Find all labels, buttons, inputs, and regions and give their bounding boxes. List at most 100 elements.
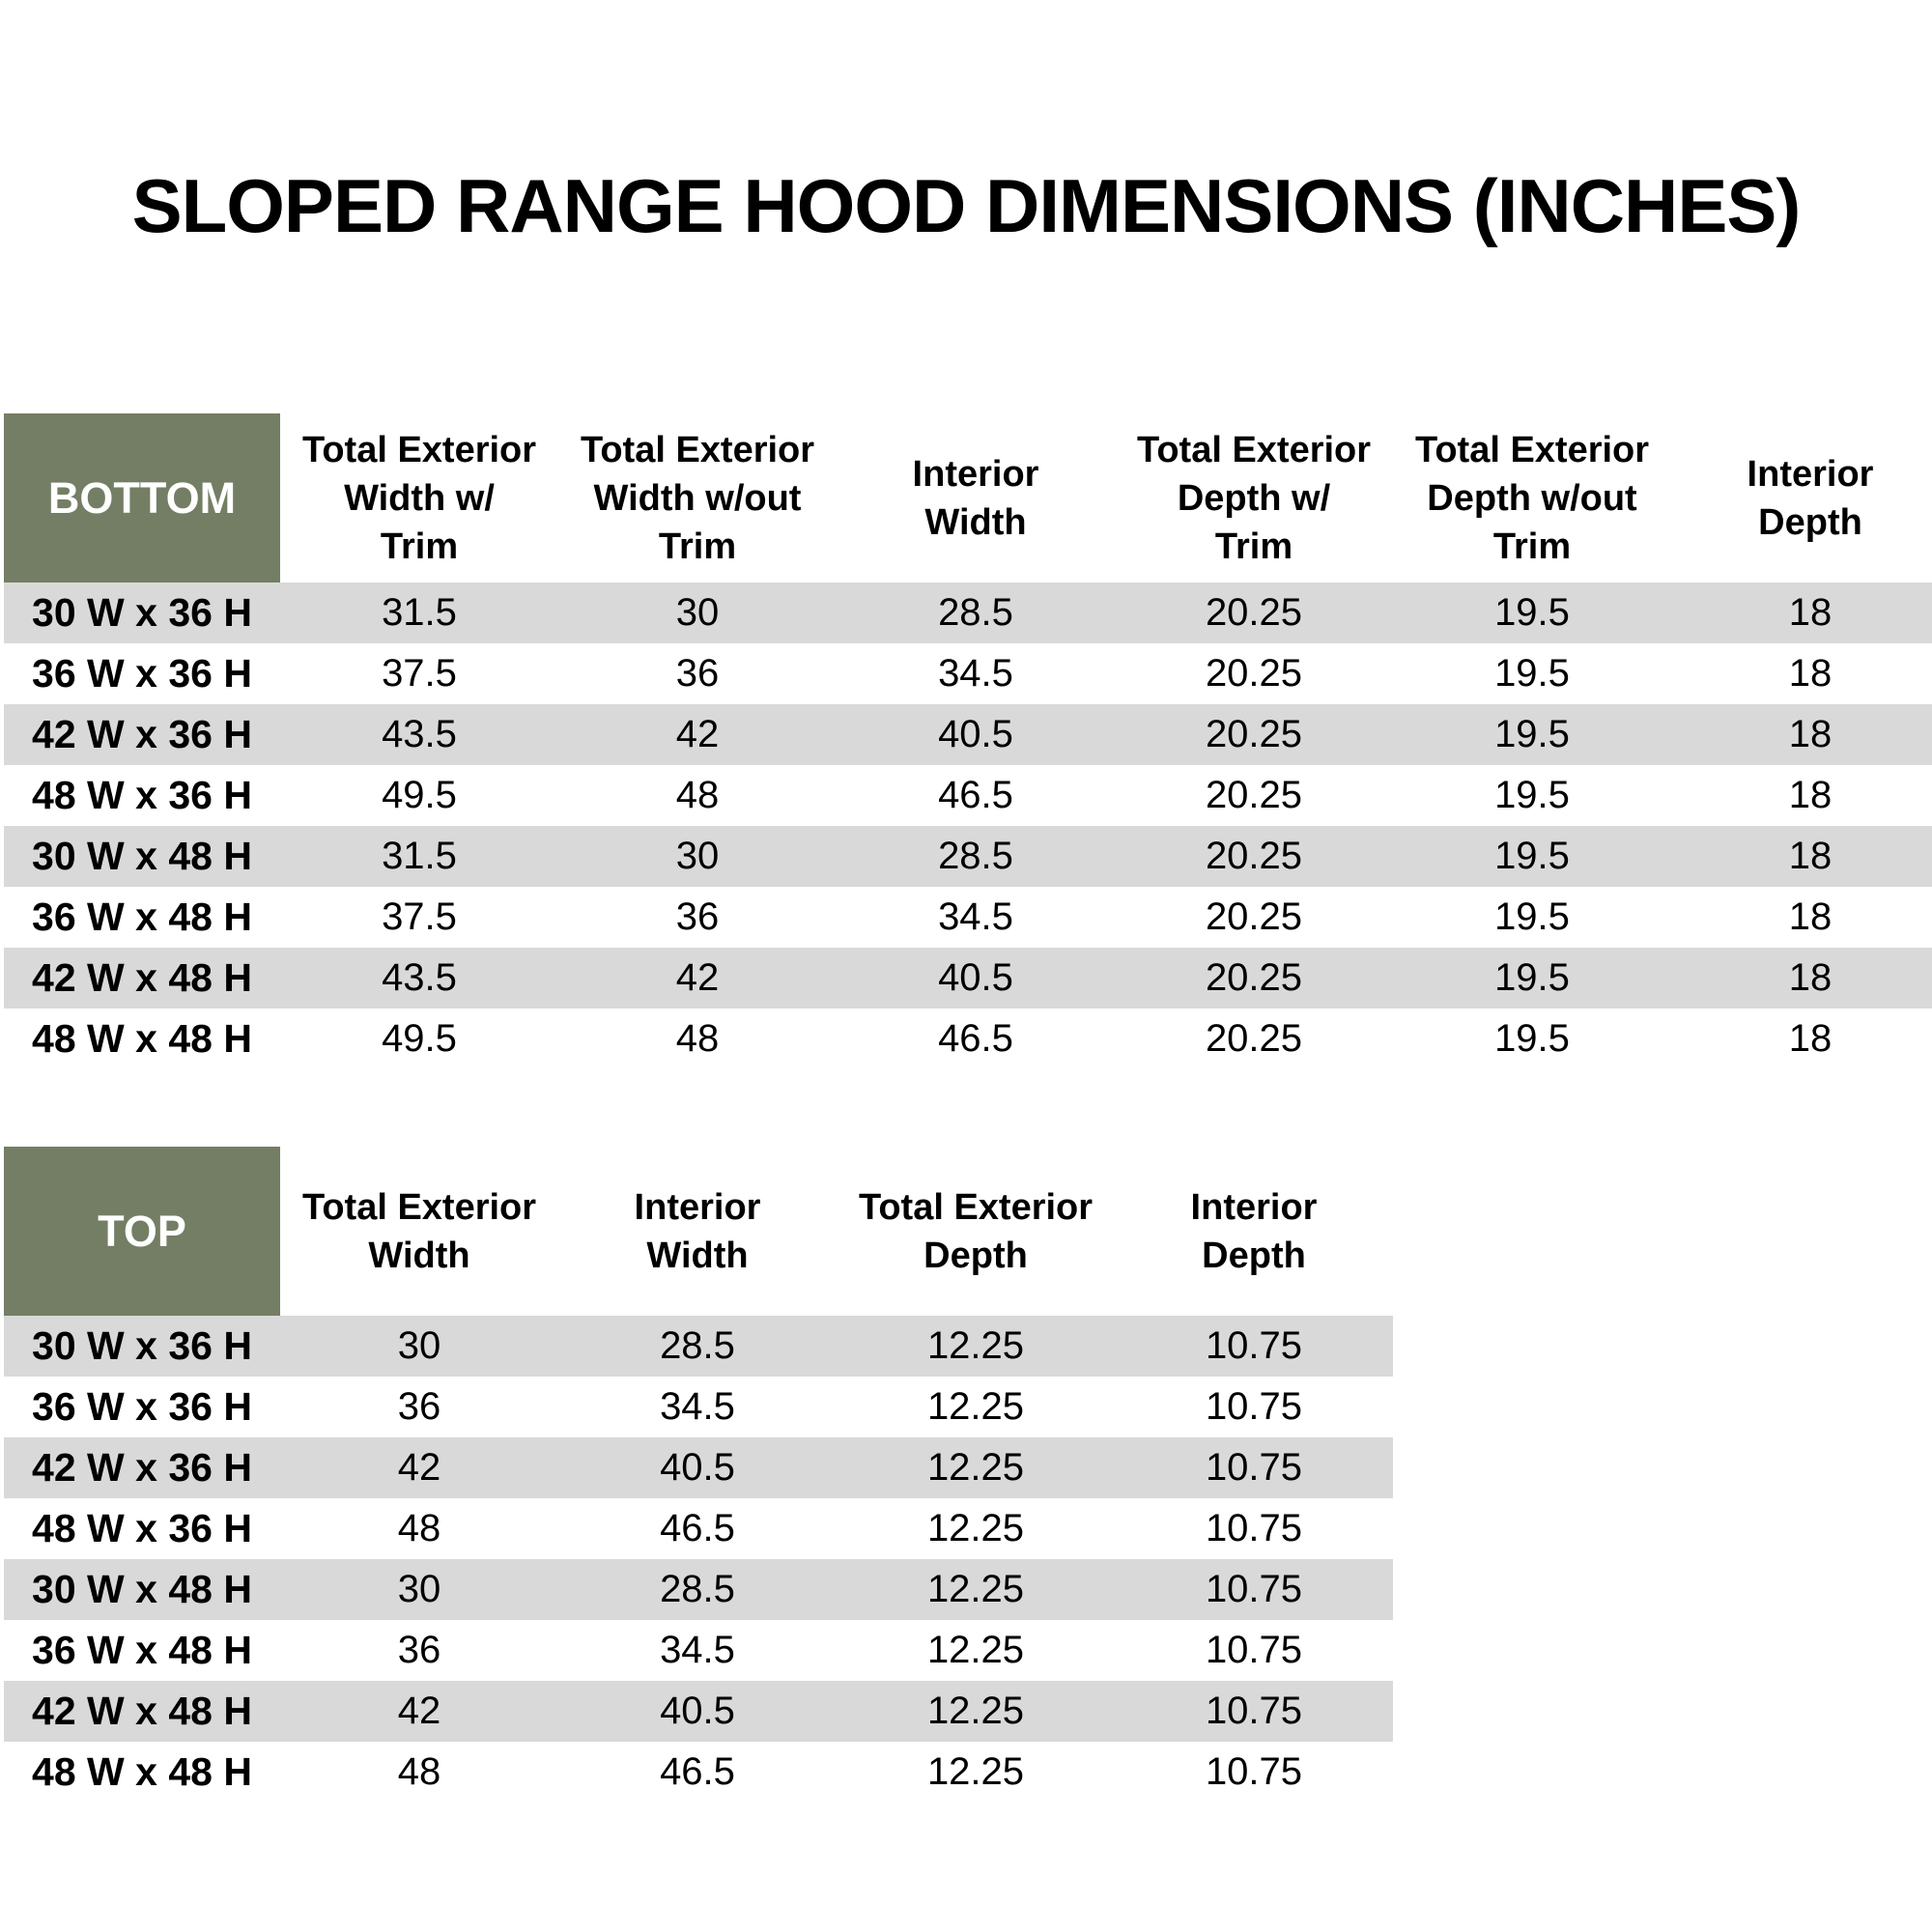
- dimension-value-cell: 31.5: [382, 591, 457, 634]
- column-header: Total Exterior Width: [301, 1186, 537, 1276]
- dimension-value-cell: 37.5: [382, 652, 457, 695]
- dimension-value-cell: 20.25: [1205, 895, 1303, 938]
- dimension-value-cell: 20.25: [1205, 1017, 1303, 1060]
- dimension-value-cell: 20.25: [1205, 652, 1303, 695]
- table-row: 36 W x 36 H 37.5 36 34.5 20.25 19.5 18: [4, 643, 1932, 704]
- dimension-value-cell: 10.75: [1205, 1629, 1303, 1671]
- dimension-value-cell: 36: [675, 895, 720, 938]
- row-label: 42 W x 48 H: [32, 955, 252, 1000]
- dimension-value-cell: 19.5: [1494, 956, 1570, 999]
- dimension-value-cell: 12.25: [926, 1324, 1025, 1367]
- dimension-value-cell: 48: [397, 1507, 441, 1549]
- row-label: 42 W x 36 H: [32, 1445, 252, 1490]
- row-label: 48 W x 36 H: [32, 1506, 252, 1550]
- dimension-value-cell: 30: [397, 1324, 441, 1367]
- dimension-value-cell: 30: [675, 835, 720, 877]
- dimension-value-cell: 42: [397, 1446, 441, 1489]
- bottom-dimensions-table: BOTTOM Total Exterior Width w/ Trim Total…: [4, 413, 1932, 1069]
- dimension-value-cell: 43.5: [382, 713, 457, 755]
- dimension-value-cell: 46.5: [660, 1507, 735, 1549]
- dimension-value-cell: 28.5: [660, 1324, 735, 1367]
- dimension-value-cell: 36: [675, 652, 720, 695]
- dimension-value-cell: 34.5: [938, 895, 1013, 938]
- dimension-value-cell: 18: [1788, 774, 1833, 816]
- dimension-value-cell: 28.5: [660, 1568, 735, 1610]
- dimension-value-cell: 19.5: [1494, 713, 1570, 755]
- bottom-table-header-row: BOTTOM Total Exterior Width w/ Trim Total…: [4, 413, 1932, 582]
- row-label: 36 W x 48 H: [32, 1628, 252, 1672]
- table-row: 36 W x 48 H 37.5 36 34.5 20.25 19.5 18: [4, 887, 1932, 948]
- dimension-value-cell: 20.25: [1205, 713, 1303, 755]
- dimension-value-cell: 12.25: [926, 1385, 1025, 1428]
- dimension-value-cell: 10.75: [1205, 1385, 1303, 1428]
- dimension-value-cell: 10.75: [1205, 1446, 1303, 1489]
- dimension-value-cell: 42: [397, 1690, 441, 1732]
- dimension-value-cell: 34.5: [660, 1629, 735, 1671]
- row-label: 42 W x 36 H: [32, 712, 252, 756]
- row-label: 36 W x 36 H: [32, 1384, 252, 1429]
- dimension-value-cell: 37.5: [382, 895, 457, 938]
- dimension-value-cell: 43.5: [382, 956, 457, 999]
- table-row: 42 W x 36 H 42 40.5 12.25 10.75: [4, 1437, 1393, 1498]
- dimension-value-cell: 18: [1788, 895, 1833, 938]
- column-header: Interior Depth: [1190, 1186, 1318, 1276]
- dimension-value-cell: 49.5: [382, 774, 457, 816]
- dimension-value-cell: 36: [397, 1629, 441, 1671]
- dimension-value-cell: 18: [1788, 652, 1833, 695]
- column-header: Total Exterior Depth w/ Trim: [1136, 429, 1372, 567]
- dimension-value-cell: 20.25: [1205, 835, 1303, 877]
- dimension-value-cell: 30: [675, 591, 720, 634]
- dimension-value-cell: 19.5: [1494, 835, 1570, 877]
- dimension-value-cell: 12.25: [926, 1629, 1025, 1671]
- table-row: 48 W x 48 H 49.5 48 46.5 20.25 19.5 18: [4, 1009, 1932, 1069]
- dimension-value-cell: 36: [397, 1385, 441, 1428]
- dimension-value-cell: 12.25: [926, 1690, 1025, 1732]
- dimension-value-cell: 40.5: [660, 1446, 735, 1489]
- dimension-value-cell: 18: [1788, 956, 1833, 999]
- dimension-value-cell: 48: [675, 774, 720, 816]
- dimension-value-cell: 19.5: [1494, 652, 1570, 695]
- column-header: Total Exterior Depth w/out Trim: [1414, 429, 1650, 567]
- dimension-value-cell: 10.75: [1205, 1324, 1303, 1367]
- dimension-value-cell: 18: [1788, 1017, 1833, 1060]
- dimension-value-cell: 12.25: [926, 1568, 1025, 1610]
- dimension-value-cell: 19.5: [1494, 1017, 1570, 1060]
- table-row: 48 W x 36 H 48 46.5 12.25 10.75: [4, 1498, 1393, 1559]
- dimension-value-cell: 10.75: [1205, 1750, 1303, 1793]
- table-row: 30 W x 36 H 30 28.5 12.25 10.75: [4, 1316, 1393, 1377]
- row-label: 30 W x 48 H: [32, 834, 252, 878]
- dimension-value-cell: 34.5: [938, 652, 1013, 695]
- table-row: 48 W x 48 H 48 46.5 12.25 10.75: [4, 1742, 1393, 1803]
- dimension-value-cell: 18: [1788, 591, 1833, 634]
- dimension-value-cell: 48: [675, 1017, 720, 1060]
- top-table-header-row: TOP Total Exterior Width Interior Width To…: [4, 1147, 1393, 1316]
- bottom-table-label-cell: BOTTOM: [4, 413, 280, 582]
- table-row: 30 W x 36 H 31.5 30 28.5 20.25 19.5 18: [4, 582, 1932, 643]
- dimension-value-cell: 30: [397, 1568, 441, 1610]
- column-header: Interior Width: [912, 453, 1039, 543]
- column-header: Interior Width: [634, 1186, 761, 1276]
- table-row: 30 W x 48 H 31.5 30 28.5 20.25 19.5 18: [4, 826, 1932, 887]
- dimension-value-cell: 20.25: [1205, 591, 1303, 634]
- dimension-value-cell: 20.25: [1205, 774, 1303, 816]
- column-header: Total Exterior Width w/ Trim: [301, 429, 537, 567]
- dimension-value-cell: 31.5: [382, 835, 457, 877]
- top-table-label-cell: TOP: [4, 1147, 280, 1316]
- table-row: 36 W x 36 H 36 34.5 12.25 10.75: [4, 1377, 1393, 1437]
- dimension-value-cell: 40.5: [938, 956, 1013, 999]
- table-row: 42 W x 48 H 42 40.5 12.25 10.75: [4, 1681, 1393, 1742]
- column-header: Interior Depth: [1747, 453, 1874, 543]
- row-label: 48 W x 36 H: [32, 773, 252, 817]
- row-label: 36 W x 48 H: [32, 895, 252, 939]
- dimension-value-cell: 40.5: [660, 1690, 735, 1732]
- dimension-value-cell: 28.5: [938, 835, 1013, 877]
- dimension-value-cell: 20.25: [1205, 956, 1303, 999]
- dimension-value-cell: 12.25: [926, 1446, 1025, 1489]
- dimension-value-cell: 28.5: [938, 591, 1013, 634]
- row-label: 30 W x 36 H: [32, 1323, 252, 1368]
- table-row: 30 W x 48 H 30 28.5 12.25 10.75: [4, 1559, 1393, 1620]
- dimension-value-cell: 19.5: [1494, 774, 1570, 816]
- dimension-value-cell: 46.5: [660, 1750, 735, 1793]
- dimension-value-cell: 18: [1788, 835, 1833, 877]
